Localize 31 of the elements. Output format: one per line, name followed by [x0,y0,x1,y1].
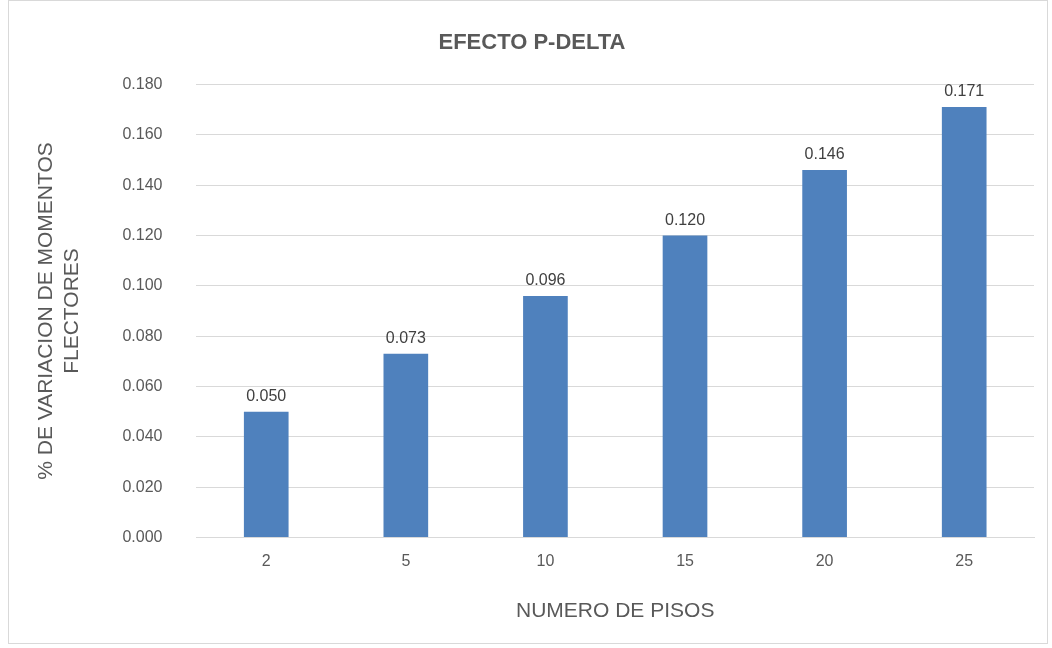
x-tick-label: 15 [676,551,695,569]
data-label: 0.096 [525,271,566,289]
y-axis-title: % DE VARIACION DE MOMENTOS FLECTORES [33,142,82,480]
y-tick-label: 0.040 [122,427,163,445]
bar [662,235,708,538]
y-tick-label: 0.140 [122,175,163,193]
data-label: 0.171 [944,82,985,100]
x-tick-label: 20 [815,551,834,569]
x-tick-label: 10 [536,551,555,569]
chart-title: EFECTO P-DELTA [438,29,626,55]
y-tick-label: 0.180 [122,74,163,92]
bar [802,170,847,538]
data-label: 0.073 [385,329,426,347]
x-tick-label: 5 [401,551,411,569]
y-tick-label: 0.160 [122,125,163,143]
data-label: 0.050 [246,387,287,405]
x-tick-label: 2 [261,551,271,569]
y-tick-label: 0.000 [122,528,163,546]
y-tick-label: 0.060 [122,376,163,394]
y-tick-label: 0.120 [122,225,163,243]
data-label: 0.146 [804,145,845,163]
bar [243,411,289,538]
x-axis-title: NUMERO DE PISOS [516,598,715,622]
y-tick-label: 0.080 [122,326,163,344]
bar [941,107,987,538]
data-label: 0.120 [664,210,706,228]
x-tick-label: 25 [955,551,974,569]
y-tick-label: 0.020 [122,477,163,495]
bar [523,295,568,538]
bar [383,353,429,538]
y-tick-label: 0.100 [122,276,163,294]
